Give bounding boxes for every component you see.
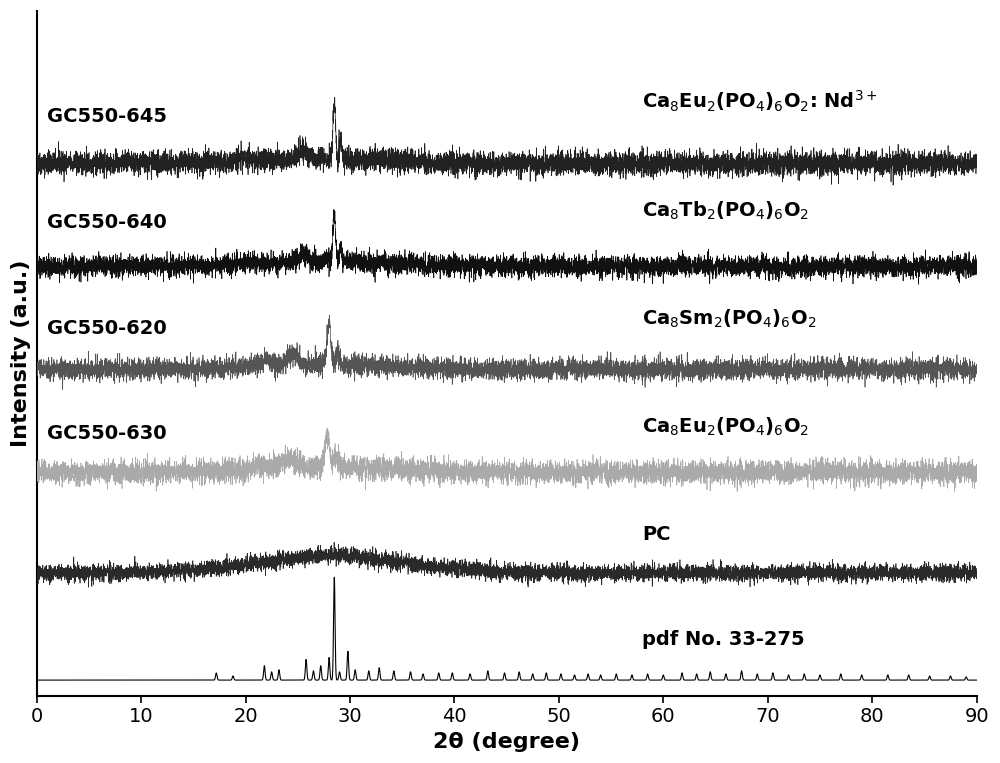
Text: GC550-640: GC550-640 — [47, 214, 167, 233]
Text: GC550-620: GC550-620 — [47, 320, 167, 339]
Y-axis label: Intensity (a.u.): Intensity (a.u.) — [11, 259, 31, 447]
Text: Ca$_8$Eu$_2$(PO$_4$)$_6$O$_2$: Nd$^{3+}$: Ca$_8$Eu$_2$(PO$_4$)$_6$O$_2$: Nd$^{3+}$ — [642, 89, 878, 114]
Text: Ca$_8$Tb$_2$(PO$_4$)$_6$O$_2$: Ca$_8$Tb$_2$(PO$_4$)$_6$O$_2$ — [642, 200, 810, 222]
X-axis label: 2θ (degree): 2θ (degree) — [433, 732, 580, 752]
Text: GC550-630: GC550-630 — [47, 424, 167, 443]
Text: PC: PC — [642, 525, 671, 544]
Text: GC550-645: GC550-645 — [47, 108, 167, 127]
Text: pdf No. 33-275: pdf No. 33-275 — [642, 630, 805, 649]
Text: Ca$_8$Sm$_2$(PO$_4$)$_6$O$_2$: Ca$_8$Sm$_2$(PO$_4$)$_6$O$_2$ — [642, 307, 817, 330]
Text: Ca$_8$Eu$_2$(PO$_4$)$_6$O$_2$: Ca$_8$Eu$_2$(PO$_4$)$_6$O$_2$ — [642, 416, 809, 438]
